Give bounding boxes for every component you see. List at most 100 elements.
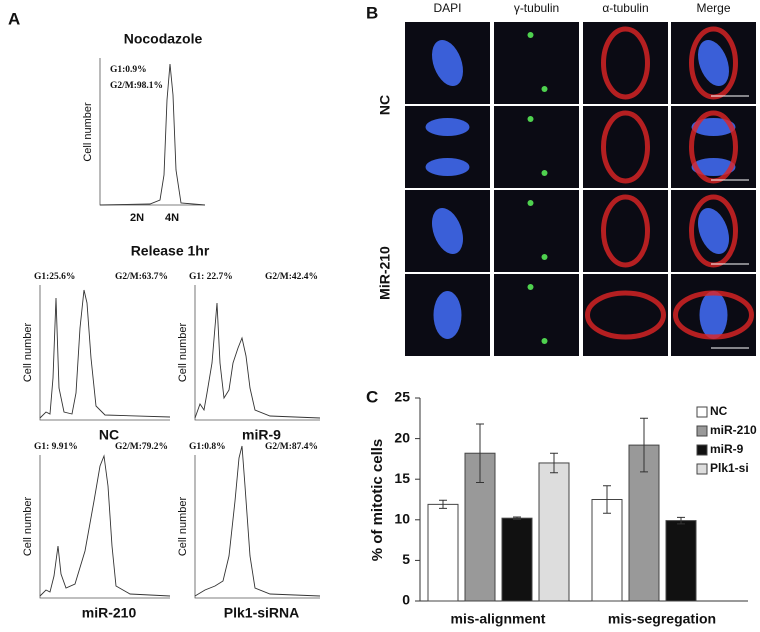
bar <box>538 462 570 602</box>
gate-label: G1:0.9% <box>110 65 147 75</box>
y-axis-label: Cell number <box>22 323 34 383</box>
centrosome <box>541 170 548 176</box>
histogram-axes <box>194 455 320 599</box>
y-tick-label: 5 <box>402 551 410 567</box>
histogram-name: miR-9 <box>242 427 281 443</box>
column-header: γ-tubulin <box>514 1 559 15</box>
x-axis-label: 4N <box>165 212 179 224</box>
spindle <box>601 194 650 268</box>
legend-label: NC <box>710 404 728 418</box>
y-tick-label: 25 <box>394 389 410 405</box>
y-tick-label: 15 <box>394 470 410 486</box>
centrosome <box>527 284 534 290</box>
section-title: Release 1hr <box>131 243 210 259</box>
histogram-trace <box>39 454 171 597</box>
chromosome <box>425 118 470 136</box>
chromosome <box>697 39 730 87</box>
spindle <box>689 26 738 100</box>
gate-label: G2/M:87.4% <box>265 442 318 452</box>
error-bar <box>603 485 611 514</box>
x-axis-label: 2N <box>130 212 144 224</box>
histogram-axes <box>39 285 170 421</box>
y-axis-label: Cell number <box>82 102 94 162</box>
spindle <box>689 110 738 184</box>
spindle <box>673 290 754 340</box>
legend-swatch <box>696 444 708 456</box>
chromosome <box>431 207 464 255</box>
chromosome <box>691 118 736 136</box>
histogram-trace <box>194 445 321 597</box>
histogram-trace <box>99 63 206 206</box>
micrograph <box>494 22 579 104</box>
centrosome <box>541 86 548 92</box>
column-header: α-tubulin <box>602 1 648 15</box>
spindle <box>689 194 738 268</box>
gate-label: G2/M:42.4% <box>265 272 318 282</box>
y-tick-label: 10 <box>394 511 410 527</box>
chromosome <box>433 291 462 339</box>
histogram-axes <box>194 285 320 421</box>
row-label: MiR-210 <box>377 246 393 300</box>
legend-label: Plk1-si <box>710 461 749 475</box>
micrograph <box>583 106 668 188</box>
chromosome <box>691 158 736 176</box>
bar <box>427 503 459 602</box>
error-bar <box>640 417 648 473</box>
histogram-trace <box>39 289 171 419</box>
histogram-name: Plk1-siRNA <box>224 605 299 621</box>
centrosome <box>541 254 548 260</box>
row-label: NC <box>377 95 393 115</box>
histogram-axes <box>39 455 170 599</box>
spindle <box>601 110 650 184</box>
legend-label: miR-210 <box>710 423 757 437</box>
chromosome <box>431 39 464 87</box>
micrograph <box>494 106 579 188</box>
micrograph <box>494 274 579 356</box>
bar <box>501 517 533 602</box>
centrosome <box>527 116 534 122</box>
y-axis-label: % of mitotic cells <box>369 439 386 562</box>
gate-label: G2/M:79.2% <box>115 442 168 452</box>
bar <box>665 520 697 602</box>
legend-label: miR-9 <box>710 442 744 456</box>
spindle <box>601 26 650 100</box>
centrosome <box>527 32 534 38</box>
bar <box>591 499 623 602</box>
gate-label: G2/M:63.7% <box>115 272 168 282</box>
column-header: Merge <box>696 1 730 15</box>
chromosome <box>697 207 730 255</box>
histogram-axes <box>99 58 205 206</box>
error-bar <box>513 516 521 520</box>
chromosome <box>699 291 728 339</box>
error-bar <box>439 499 447 509</box>
panel-label: A <box>8 9 20 28</box>
micrograph <box>494 190 579 272</box>
gate-label: G1: 22.7% <box>189 272 233 282</box>
gate-label: G2/M:98.1% <box>110 81 163 91</box>
y-axis-label: Cell number <box>22 497 34 557</box>
spindle <box>585 290 666 340</box>
panel-label: B <box>366 3 378 22</box>
micrograph <box>583 22 668 104</box>
histogram-name: miR-210 <box>82 605 137 621</box>
error-bar <box>476 423 484 483</box>
micrograph <box>583 190 668 272</box>
y-axis-label: Cell number <box>177 497 189 557</box>
micrograph <box>583 274 668 356</box>
legend-swatch <box>696 406 708 418</box>
column-header: DAPI <box>433 1 461 15</box>
legend-swatch <box>696 463 708 475</box>
gate-label: G1: 9.91% <box>34 442 78 452</box>
panel-label: C <box>366 387 378 406</box>
y-axis-label: Cell number <box>177 323 189 383</box>
x-tick-label: mis-segregation <box>608 611 716 627</box>
chromosome <box>425 158 470 176</box>
y-tick-label: 20 <box>394 429 410 445</box>
error-bar <box>550 452 558 474</box>
y-tick-label: 0 <box>402 592 410 608</box>
centrosome <box>527 200 534 206</box>
error-bar <box>677 516 685 525</box>
legend-swatch <box>696 425 708 437</box>
x-tick-label: mis-alignment <box>451 611 546 627</box>
